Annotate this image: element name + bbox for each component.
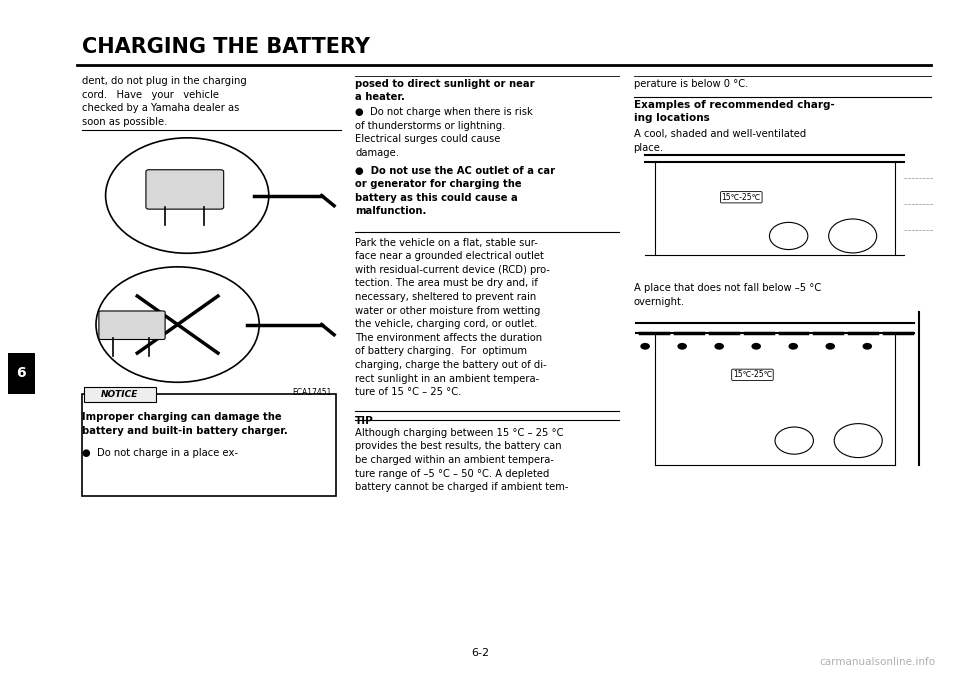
FancyBboxPatch shape — [146, 170, 224, 209]
Text: 15℃-25℃: 15℃-25℃ — [722, 193, 761, 202]
Text: 15℃-25℃: 15℃-25℃ — [732, 370, 772, 380]
FancyBboxPatch shape — [84, 387, 156, 402]
Text: carmanualsonline.info: carmanualsonline.info — [820, 657, 936, 667]
Text: Park the vehicle on a flat, stable sur-
face near a grounded electrical outlet
w: Park the vehicle on a flat, stable sur- … — [355, 238, 550, 397]
Text: ●  Do not charge in a place ex-: ● Do not charge in a place ex- — [82, 448, 238, 458]
Text: NOTICE: NOTICE — [101, 390, 138, 399]
Text: Although charging between 15 °C – 25 °C
provides the best results, the battery c: Although charging between 15 °C – 25 °C … — [355, 428, 568, 492]
Text: dent, do not plug in the charging
cord.   Have   your   vehicle
checked by a Yam: dent, do not plug in the charging cord. … — [82, 76, 247, 127]
FancyBboxPatch shape — [8, 353, 35, 394]
Text: CHARGING THE BATTERY: CHARGING THE BATTERY — [82, 37, 370, 57]
Circle shape — [640, 343, 650, 350]
Text: 6: 6 — [16, 367, 26, 380]
Circle shape — [826, 343, 835, 350]
Circle shape — [752, 343, 761, 350]
Text: A cool, shaded and well-ventilated
place.: A cool, shaded and well-ventilated place… — [634, 129, 805, 153]
FancyBboxPatch shape — [82, 394, 336, 496]
Text: TIP: TIP — [355, 416, 374, 426]
Circle shape — [862, 343, 872, 350]
Text: a heater.: a heater. — [355, 92, 405, 103]
Circle shape — [788, 343, 798, 350]
Text: ●  Do not use the AC outlet of a car
or generator for charging the
battery as th: ● Do not use the AC outlet of a car or g… — [355, 166, 555, 217]
Text: ●  Do not charge when there is risk
of thunderstorms or lightning.
Electrical su: ● Do not charge when there is risk of th… — [355, 107, 533, 158]
Text: Improper charging can damage the
battery and built-in battery charger.: Improper charging can damage the battery… — [82, 412, 287, 436]
FancyBboxPatch shape — [99, 311, 165, 340]
Text: posed to direct sunlight or near: posed to direct sunlight or near — [355, 79, 535, 89]
Circle shape — [678, 343, 687, 350]
Text: 6-2: 6-2 — [471, 648, 489, 658]
Text: ECA17451: ECA17451 — [292, 388, 331, 397]
Text: perature is below 0 °C.: perature is below 0 °C. — [634, 79, 748, 89]
Text: A place that does not fall below –5 °C
overnight.: A place that does not fall below –5 °C o… — [634, 283, 821, 307]
Circle shape — [714, 343, 724, 350]
Text: Examples of recommended charg-
ing locations: Examples of recommended charg- ing locat… — [634, 100, 834, 123]
